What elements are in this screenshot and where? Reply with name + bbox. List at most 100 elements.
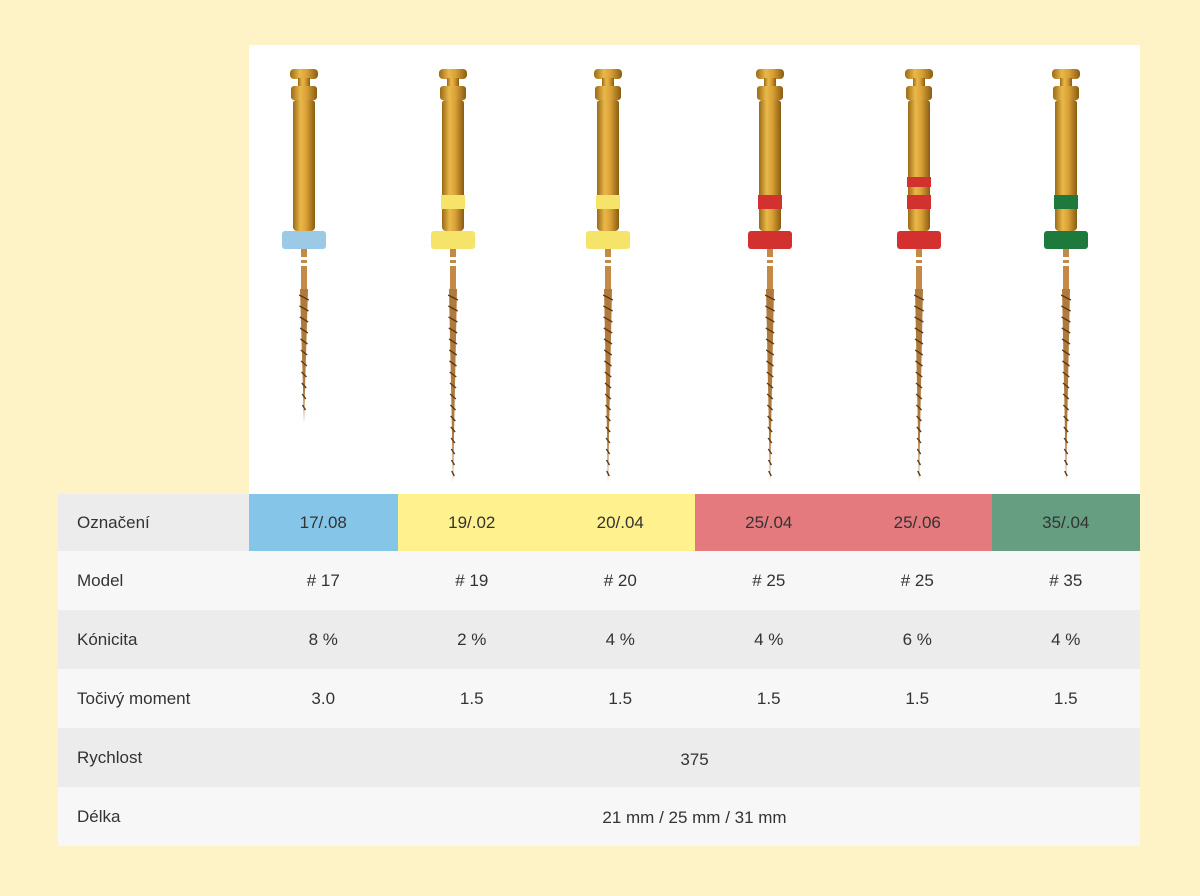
designation-cell-2: 19/.02 bbox=[397, 494, 546, 551]
file-flute bbox=[1062, 393, 1070, 400]
file-flute bbox=[916, 448, 922, 455]
file-flute bbox=[1061, 305, 1071, 312]
file-flute bbox=[301, 382, 307, 389]
file-collar bbox=[291, 86, 317, 100]
file-flute bbox=[300, 360, 308, 367]
model-cell: # 19 bbox=[455, 570, 489, 590]
file-flute bbox=[604, 404, 612, 411]
spec-table: Označení 17/.08 19/.02 20/.04 25/.04 25/… bbox=[58, 494, 1140, 846]
file-working-part bbox=[300, 289, 308, 423]
file-flute bbox=[914, 338, 924, 345]
torque-cell: 3.0 bbox=[311, 688, 336, 708]
file-flute bbox=[301, 404, 307, 411]
file-flute bbox=[766, 360, 774, 367]
row-length: Délka 21 mm / 25 mm / 31 mm bbox=[58, 787, 1140, 846]
file-collar bbox=[757, 86, 783, 100]
endo-file-5 bbox=[897, 69, 941, 483]
file-flute bbox=[765, 327, 775, 334]
label-designation: Označení bbox=[58, 494, 249, 551]
file-flute bbox=[447, 294, 459, 301]
file-flute bbox=[916, 426, 922, 433]
label-length: Délka bbox=[77, 806, 121, 826]
file-flute bbox=[916, 437, 922, 444]
model-cell: # 25 bbox=[752, 570, 786, 590]
file-neck bbox=[447, 78, 459, 86]
torque-cell: 1.5 bbox=[608, 688, 633, 708]
file-cap bbox=[439, 69, 467, 79]
taper-cell: 4 % bbox=[754, 629, 784, 649]
file-flute bbox=[915, 404, 923, 411]
file-flute bbox=[1063, 415, 1069, 422]
model-cell: # 20 bbox=[603, 570, 637, 590]
file-flute bbox=[603, 338, 613, 345]
file-flute bbox=[449, 382, 457, 389]
file-flute bbox=[915, 393, 923, 400]
file-flute bbox=[300, 338, 308, 345]
file-flute bbox=[448, 305, 458, 312]
length-value: 21 mm / 25 mm / 31 mm bbox=[602, 807, 787, 827]
file-flute bbox=[606, 470, 610, 477]
file-depth-mark bbox=[301, 263, 307, 266]
file-flute bbox=[767, 448, 773, 455]
file-flute bbox=[449, 393, 457, 400]
file-flute bbox=[450, 448, 456, 455]
file-base bbox=[759, 209, 781, 231]
file-flute bbox=[915, 371, 923, 378]
file-stopper bbox=[431, 231, 475, 249]
taper-cell: 8 % bbox=[308, 629, 338, 649]
file-depth-mark bbox=[605, 263, 611, 266]
taper-cell: 4 % bbox=[1051, 629, 1081, 649]
file-base bbox=[293, 209, 315, 231]
file-flute bbox=[605, 448, 611, 455]
endo-file-1 bbox=[282, 69, 326, 423]
file-flute bbox=[1063, 448, 1069, 455]
file-flute bbox=[602, 294, 614, 301]
designation-cell-3: 20/.04 bbox=[546, 494, 695, 551]
file-stopper bbox=[586, 231, 630, 249]
taper-cell: 4 % bbox=[605, 629, 635, 649]
file-shaft bbox=[767, 249, 773, 289]
file-flute bbox=[767, 459, 773, 466]
endo-file-3 bbox=[586, 69, 630, 483]
file-flute bbox=[605, 426, 611, 433]
file-neck bbox=[602, 78, 614, 86]
torque-cell: 1.5 bbox=[459, 688, 484, 708]
file-flute bbox=[766, 382, 774, 389]
file-color-band bbox=[596, 195, 620, 209]
file-color-band bbox=[1054, 195, 1078, 209]
label-model: Model bbox=[77, 570, 124, 590]
file-base bbox=[1055, 209, 1077, 231]
row-speed: Rychlost 375 bbox=[58, 728, 1140, 787]
model-cell: # 17 bbox=[306, 570, 340, 590]
taper-cell: 2 % bbox=[457, 629, 487, 649]
file-flute bbox=[450, 437, 456, 444]
endo-file-2 bbox=[431, 69, 475, 483]
product-image-panel bbox=[249, 45, 1140, 494]
file-flute bbox=[1061, 338, 1071, 345]
file-flute bbox=[448, 338, 458, 345]
file-flute bbox=[298, 294, 310, 301]
label-speed: Rychlost bbox=[77, 747, 143, 767]
file-flute bbox=[450, 459, 456, 466]
file-flute bbox=[448, 349, 458, 356]
file-depth-mark bbox=[767, 263, 773, 266]
file-neck bbox=[913, 78, 925, 86]
file-cap bbox=[756, 69, 784, 79]
file-base bbox=[442, 209, 464, 231]
file-flute bbox=[765, 338, 775, 345]
file-flute bbox=[1063, 459, 1069, 466]
file-stopper bbox=[897, 231, 941, 249]
file-flute bbox=[765, 316, 775, 323]
file-neck bbox=[764, 78, 776, 86]
file-depth-mark bbox=[916, 257, 922, 260]
designation-cell-4: 25/.04 bbox=[694, 494, 843, 551]
file-flute bbox=[604, 393, 612, 400]
file-depth-mark bbox=[301, 257, 307, 260]
file-flute bbox=[450, 426, 456, 433]
file-flute bbox=[914, 327, 924, 334]
file-flute bbox=[915, 382, 923, 389]
file-depth-mark bbox=[767, 257, 773, 260]
file-flute bbox=[1061, 327, 1071, 334]
file-flute bbox=[1061, 349, 1071, 356]
file-depth-mark bbox=[450, 263, 456, 266]
